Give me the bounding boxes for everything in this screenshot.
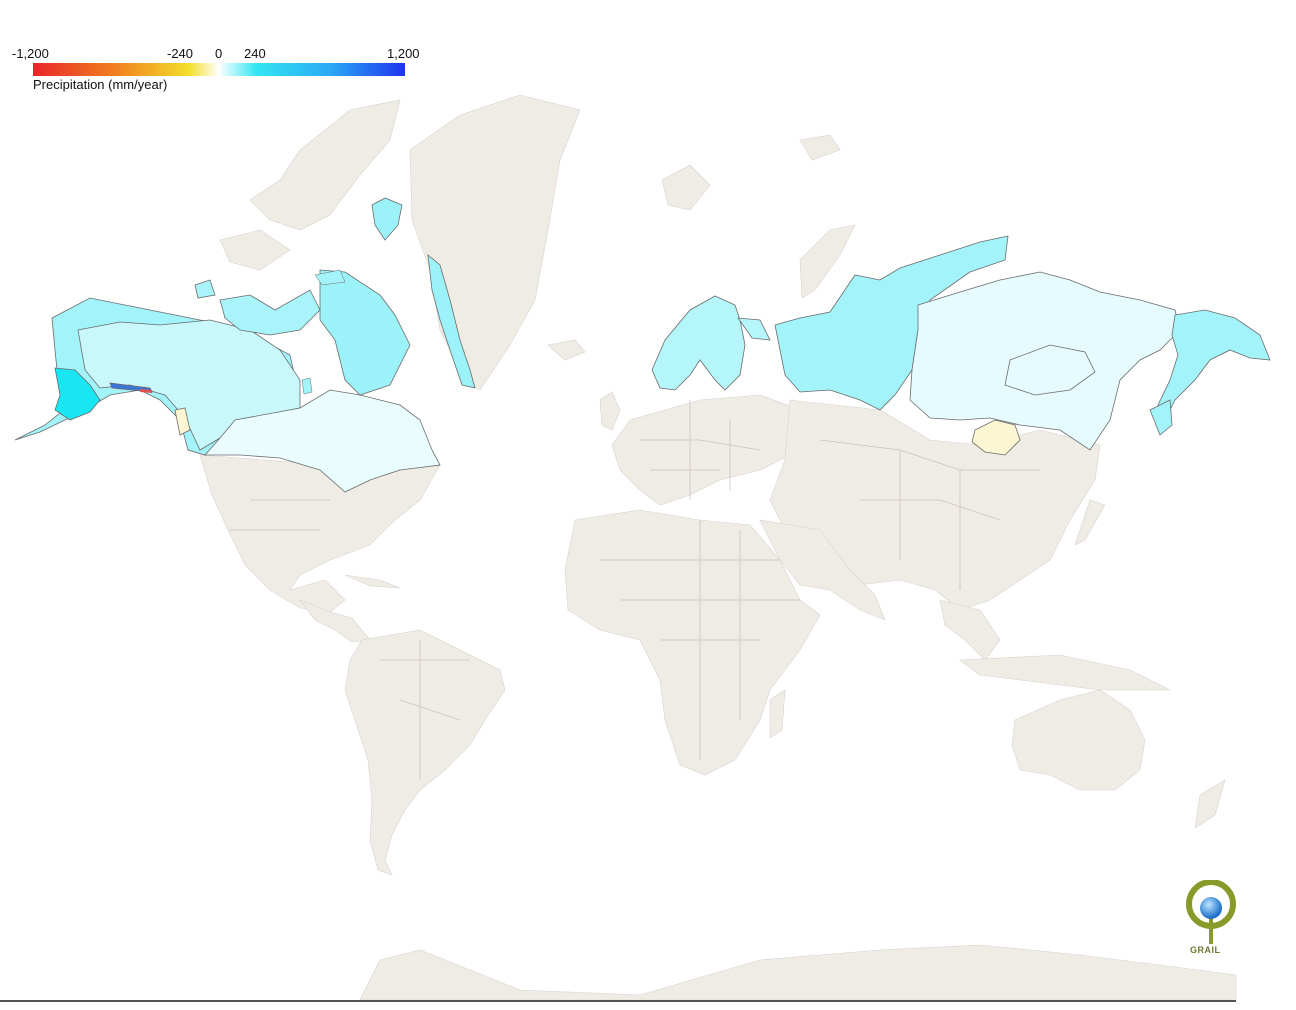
caribbean-islands xyxy=(344,574,401,589)
arctic-strip xyxy=(314,269,346,286)
japan xyxy=(1074,499,1106,546)
region-arctic-islands xyxy=(219,289,321,336)
region-ellesmere xyxy=(371,197,403,241)
iceland xyxy=(547,339,586,361)
hudson-strip xyxy=(301,377,313,395)
bottom-divider xyxy=(0,1000,1236,1002)
africa-land xyxy=(564,509,821,776)
new-zealand xyxy=(1194,779,1226,829)
region-alaska-sw xyxy=(54,367,101,421)
legend-tick-max: 1,200 xyxy=(387,46,420,61)
legend-tick-zero: 0 xyxy=(215,46,223,61)
southeast-asia xyxy=(939,599,1001,661)
region-kamchatka xyxy=(1149,399,1173,436)
legend-title: Precipitation (mm/year) xyxy=(33,77,168,92)
australia-land xyxy=(1011,689,1146,791)
south-america-land xyxy=(344,629,506,876)
logo-label: GRAIL xyxy=(1190,945,1221,955)
indonesia xyxy=(959,654,1171,691)
precip-legend: -1,200 -240 0 240 1,200 Precipitation (m… xyxy=(0,0,440,100)
region-north-russia xyxy=(774,235,1009,411)
border-lines xyxy=(230,400,1040,780)
legend-tick-neg: -240 xyxy=(167,46,194,61)
region-greenland-west xyxy=(427,254,476,389)
region-inner-outline xyxy=(1004,344,1096,396)
region-panhandle-red xyxy=(140,389,152,393)
madagascar xyxy=(769,689,786,739)
europe-land xyxy=(611,394,801,506)
svalbard xyxy=(661,164,711,211)
baffin-area xyxy=(219,229,291,271)
region-kola xyxy=(737,317,771,341)
central-america-land xyxy=(299,599,371,643)
region-baffin-south xyxy=(194,279,216,299)
region-bc-yellow xyxy=(174,407,191,436)
region-south-canada xyxy=(204,389,441,493)
country-borders xyxy=(230,400,1040,780)
region-siberia-yellow xyxy=(971,419,1021,456)
british-isles xyxy=(599,391,621,431)
arabia-india xyxy=(759,519,886,621)
region-west-siberia xyxy=(909,271,1181,451)
grail-logo-icon xyxy=(1186,880,1236,944)
coast-details xyxy=(301,269,346,395)
canadian-arctic-islands xyxy=(249,99,401,231)
antarctica-land xyxy=(359,944,1237,1001)
franz-josef xyxy=(799,134,841,161)
legend-color-bar xyxy=(33,63,405,76)
region-far-east xyxy=(1157,309,1271,421)
region-scandinavia xyxy=(651,295,746,391)
precip-regions xyxy=(14,197,1271,493)
legend-tick-pos: 240 xyxy=(244,46,266,61)
region-quebec xyxy=(319,269,411,396)
base-land xyxy=(199,94,1237,1001)
north-america-land xyxy=(199,454,441,613)
legend-tick-min: -1,200 xyxy=(12,46,49,61)
novaya-zemlya xyxy=(799,224,856,299)
